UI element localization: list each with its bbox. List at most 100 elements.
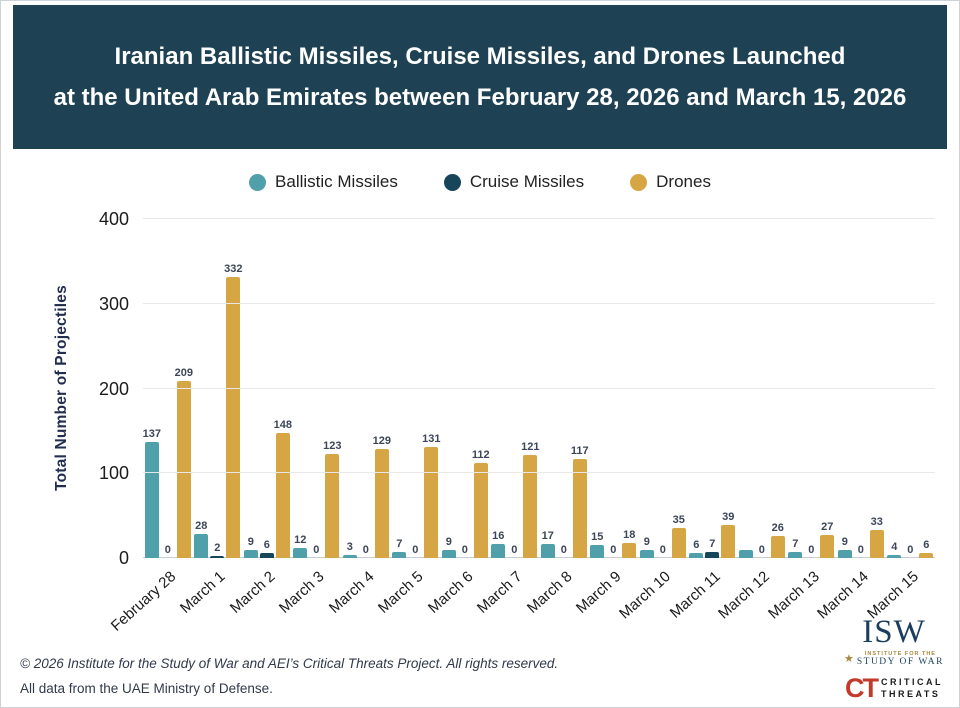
bar-ballistic-missiles <box>590 545 605 558</box>
y-tick-label: 300 <box>98 293 129 314</box>
bar-value-label: 0 <box>808 544 815 556</box>
legend-item-cruise-missiles: Cruise Missiles <box>443 172 584 192</box>
bar-ballistic-missiles <box>194 534 209 558</box>
x-tick-label: March 7 <box>473 568 526 617</box>
bar-group: 9 6 148 <box>242 219 292 558</box>
x-tick-label: March 4 <box>325 568 378 617</box>
bar-slot: 148 <box>274 419 292 558</box>
bar-drones <box>226 276 241 558</box>
x-tick-label: March 13 <box>764 568 823 623</box>
bar-drones <box>869 530 884 558</box>
bar-value-label: 39 <box>722 510 735 523</box>
y-axis-title: Total Number of Projectiles <box>53 285 70 491</box>
bar-cruise-missiles <box>210 556 225 558</box>
bar-value-label: 0 <box>758 544 765 556</box>
bar-group: 12 0 123 <box>292 219 341 558</box>
bar-slot: 121 <box>521 441 540 558</box>
bar-group: 17 0 117 <box>539 219 589 558</box>
x-tick-label: March 8 <box>523 568 576 617</box>
bar-slot: 0 <box>606 545 620 558</box>
bar-slot: 16 <box>491 531 506 558</box>
bar-value-label: 26 <box>771 521 784 534</box>
bar-value-label: 6 <box>693 538 700 551</box>
bar-group: 16 0 121 <box>490 219 540 558</box>
bar-cruise-missiles <box>705 552 720 558</box>
bar-value-label: 0 <box>164 544 171 556</box>
bar-ballistic-missiles <box>837 550 852 558</box>
bar-value-label: 0 <box>610 544 617 556</box>
bar-slot: 0 <box>161 545 175 558</box>
bar-ballistic-missiles <box>738 549 753 558</box>
bar-slot: 209 <box>175 367 193 558</box>
bar-slot: 0 <box>359 545 373 558</box>
legend: Ballistic Missiles Cruise Missiles Drone… <box>0 172 960 192</box>
bar-group: 9 0 35 <box>638 219 688 558</box>
bar-drones <box>473 463 488 558</box>
x-tick-label: March 5 <box>374 568 427 617</box>
bar-ballistic-missiles <box>392 552 407 558</box>
ct-line2: THREATS <box>881 689 941 700</box>
bar-group: 137 0 209 <box>143 219 193 558</box>
bar-slot: 6 <box>259 538 274 558</box>
bar-value-label: 129 <box>372 434 391 447</box>
bar-ballistic-missiles <box>639 550 654 558</box>
bar-group: 7 0 27 <box>787 219 837 558</box>
gridline <box>143 302 935 304</box>
bar-slot: 0 <box>458 545 472 558</box>
bar-slot: 0 <box>854 545 868 558</box>
bar-group: 9 0 33 <box>836 219 886 558</box>
bar-slot: 12 <box>293 534 308 558</box>
bar-drones <box>721 524 736 558</box>
y-tick-label: 200 <box>98 378 129 399</box>
bar-slot: 27 <box>820 521 835 558</box>
gridline <box>143 472 935 474</box>
bar-value-label: 2 <box>214 542 221 555</box>
x-tick-label: March 1 <box>176 568 229 617</box>
bar-value-label: 0 <box>560 544 567 556</box>
bar-drones <box>820 535 835 558</box>
bar-value-label: 9 <box>247 536 254 549</box>
bar-value-label: 121 <box>521 441 540 454</box>
bar-slot: 15 <box>590 531 605 558</box>
bar-value-label: 0 <box>907 544 914 556</box>
x-tick-label: March 10 <box>616 568 675 623</box>
bar-value-label: 9 <box>643 536 650 549</box>
bar-value-label: 27 <box>821 521 834 534</box>
bar-group: 28 2 332 <box>193 219 242 558</box>
bar-value-label: 6 <box>263 538 270 551</box>
bar-slot: 6 <box>919 539 934 558</box>
bar-ballistic-missiles <box>540 543 555 558</box>
bar-group: 0 26 <box>737 219 787 558</box>
bar-slot: 0 <box>408 545 422 558</box>
bar-drones <box>770 535 785 558</box>
bar-slot: 26 <box>770 521 785 558</box>
bar-ballistic-missiles <box>788 552 803 558</box>
bar-slot: 0 <box>507 545 521 558</box>
bar-slot <box>738 548 753 558</box>
bar-slot: 137 <box>142 427 161 558</box>
bar-value-label: 18 <box>623 528 636 541</box>
bar-slot: 0 <box>903 545 917 558</box>
isw-sub1: INSTITUTE FOR THE <box>864 651 936 657</box>
bar-value-label: 137 <box>142 427 161 440</box>
isw-logo: ISW ★ INSTITUTE FOR THE STUDY OF WAR <box>842 616 946 668</box>
bar-value-label: 9 <box>445 536 452 549</box>
bar-ballistic-missiles <box>243 550 258 558</box>
bar-value-label: 112 <box>471 449 490 462</box>
x-tick-label: March 3 <box>275 568 328 617</box>
bar-drones <box>275 432 290 558</box>
bar-slot: 123 <box>323 440 341 558</box>
y-tick-label: 400 <box>98 209 129 229</box>
bar-value-label: 35 <box>672 514 685 527</box>
legend-label: Drones <box>656 172 711 191</box>
x-tick-label: March 6 <box>424 568 477 617</box>
bar-slot: 3 <box>342 542 357 558</box>
bar-ballistic-missiles <box>689 552 704 558</box>
bar-value-label: 117 <box>570 444 589 457</box>
bar-value-label: 15 <box>591 531 604 544</box>
y-tick-label: 100 <box>98 463 129 484</box>
bar-drones <box>671 528 686 558</box>
bar-slot: 6 <box>689 538 704 558</box>
